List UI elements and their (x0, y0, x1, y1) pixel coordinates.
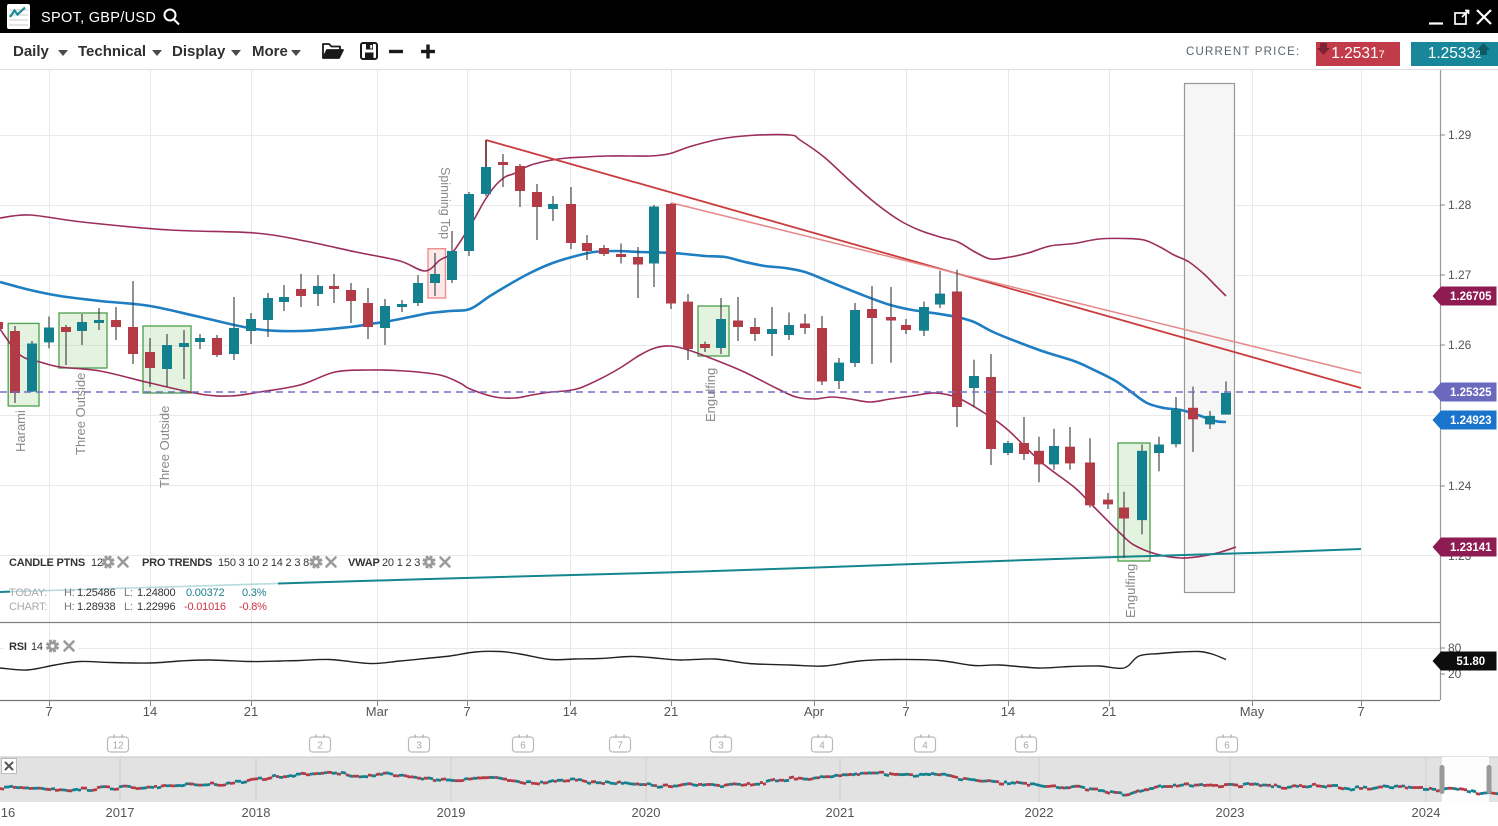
svg-text:7: 7 (1357, 704, 1364, 719)
svg-text:L:: L: (124, 587, 133, 599)
svg-text:CANDLE PTNS: CANDLE PTNS (9, 557, 85, 569)
svg-text:May: May (1240, 704, 1265, 719)
svg-text:1.28938: 1.28938 (77, 601, 115, 613)
svg-text:1.27: 1.27 (1448, 268, 1472, 282)
svg-text:2017: 2017 (106, 805, 135, 820)
svg-text:1.28: 1.28 (1448, 198, 1472, 212)
svg-text:2018: 2018 (242, 805, 271, 820)
svg-text:1.26705: 1.26705 (1450, 291, 1492, 303)
svg-text:4: 4 (922, 741, 928, 752)
svg-text:Mar: Mar (366, 704, 389, 719)
svg-text:21: 21 (244, 704, 258, 719)
svg-text:16: 16 (1, 805, 15, 820)
svg-text:7: 7 (902, 704, 909, 719)
svg-text:2020: 2020 (632, 805, 661, 820)
svg-text:7: 7 (463, 704, 470, 719)
svg-text:H:: H: (64, 587, 75, 599)
svg-text:2024: 2024 (1412, 805, 1441, 820)
svg-text:21: 21 (1102, 704, 1116, 719)
svg-text:4: 4 (819, 741, 825, 752)
svg-text:12: 12 (112, 741, 124, 752)
svg-text:14: 14 (563, 704, 577, 719)
svg-text:51.80: 51.80 (1456, 656, 1485, 668)
svg-text:12: 12 (91, 557, 103, 569)
svg-text:RSI: RSI (9, 641, 27, 653)
svg-text:2021: 2021 (826, 805, 855, 820)
svg-text:1.29: 1.29 (1448, 128, 1472, 142)
svg-text:L:: L: (124, 601, 133, 613)
svg-text:20 1 2 3: 20 1 2 3 (382, 557, 420, 569)
svg-text:1.26: 1.26 (1448, 338, 1472, 352)
svg-text:0.00372: 0.00372 (186, 587, 224, 599)
svg-text:1.22996: 1.22996 (137, 601, 175, 613)
svg-text:Harami: Harami (13, 410, 28, 452)
svg-text:TODAY:: TODAY: (9, 587, 47, 599)
svg-text:0.3%: 0.3% (242, 587, 267, 599)
svg-text:3: 3 (416, 741, 422, 752)
svg-text:CHART:: CHART: (9, 601, 47, 613)
svg-text:Apr: Apr (804, 704, 825, 719)
svg-text:6: 6 (520, 741, 526, 752)
svg-text:2019: 2019 (437, 805, 466, 820)
svg-text:Engulfing: Engulfing (703, 368, 718, 422)
svg-text:21: 21 (664, 704, 678, 719)
svg-text:H:: H: (64, 601, 75, 613)
svg-text:Three Outside: Three Outside (73, 373, 88, 455)
svg-text:PRO TRENDS: PRO TRENDS (142, 557, 212, 569)
svg-text:7: 7 (45, 704, 52, 719)
svg-text:1.24800: 1.24800 (137, 587, 175, 599)
svg-text:2023: 2023 (1216, 805, 1245, 820)
svg-text:6: 6 (1023, 741, 1029, 752)
svg-text:SPOT, GBP/USD: SPOT, GBP/USD (41, 10, 156, 26)
svg-text:14: 14 (31, 641, 43, 653)
svg-text:1.23141: 1.23141 (1450, 542, 1492, 554)
svg-text:-0.8%: -0.8% (239, 601, 267, 613)
svg-text:2: 2 (317, 741, 323, 752)
svg-text:VWAP: VWAP (348, 557, 380, 569)
svg-text:1.24: 1.24 (1448, 479, 1472, 493)
svg-text:Three Outside: Three Outside (157, 406, 172, 488)
svg-text:6: 6 (1224, 741, 1230, 752)
svg-text:1.25325: 1.25325 (1450, 387, 1492, 399)
svg-text:2022: 2022 (1025, 805, 1054, 820)
svg-text:150 3 10 2 14 2 3 8: 150 3 10 2 14 2 3 8 (218, 557, 309, 569)
svg-text:1.25486: 1.25486 (77, 587, 115, 599)
svg-text:3: 3 (718, 741, 724, 752)
svg-text:Spinning Top: Spinning Top (438, 167, 452, 239)
svg-text:-0.01016: -0.01016 (184, 601, 226, 613)
svg-text:14: 14 (1001, 704, 1015, 719)
svg-text:1.24923: 1.24923 (1450, 415, 1492, 427)
svg-text:14: 14 (143, 704, 157, 719)
svg-text:Engulfing: Engulfing (1123, 564, 1138, 618)
svg-text:7: 7 (617, 741, 623, 752)
